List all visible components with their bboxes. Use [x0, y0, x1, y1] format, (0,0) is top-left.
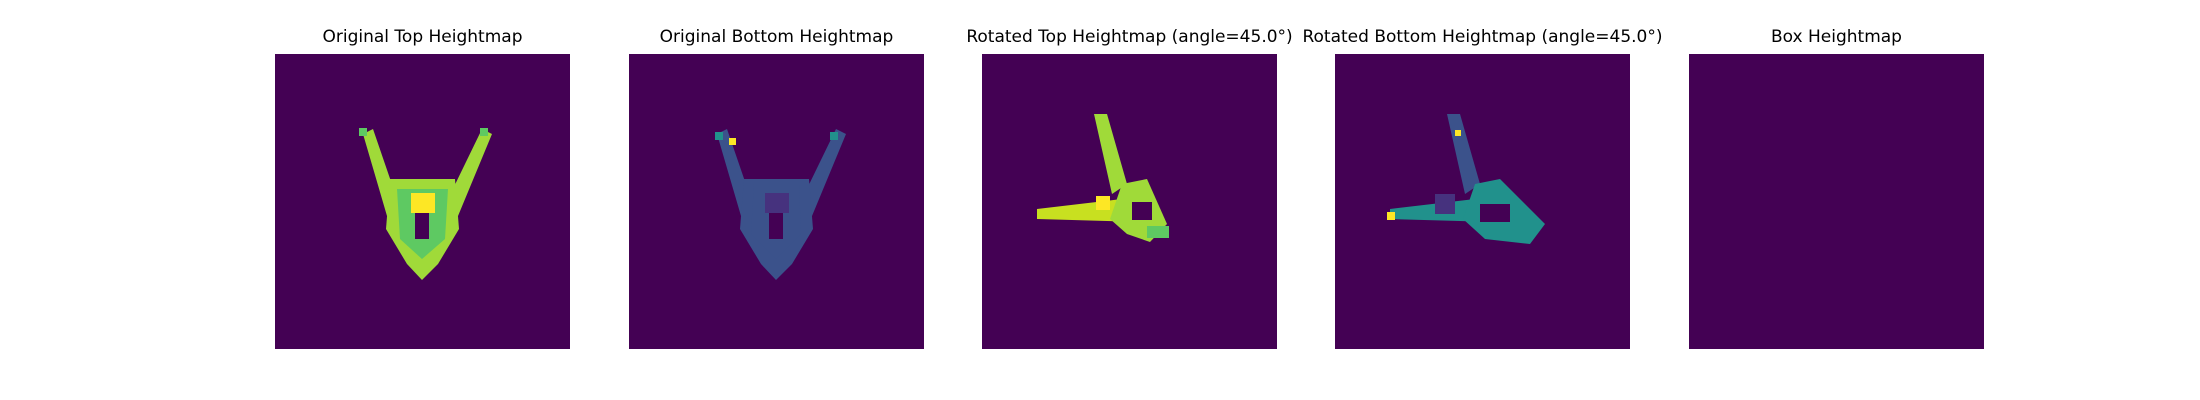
heatmap-region	[425, 129, 492, 216]
heatmap-original-top	[275, 54, 570, 349]
heatmap-region	[363, 129, 420, 216]
panel-title: Rotated Top Heightmap (angle=45.0°)	[966, 27, 1293, 47]
heatmap-original-bottom	[629, 54, 924, 349]
heatmap-region	[359, 128, 367, 136]
heatmap-region	[480, 128, 488, 136]
heatmap-region	[729, 138, 736, 145]
heatmap-rotated-top	[982, 54, 1277, 349]
heatmap-region	[1455, 130, 1461, 136]
heatmap-panel-3: Rotated Top Heightmap (angle=45.0°)	[966, 27, 1293, 349]
heatmap-panel-1: Original Top Heightmap	[275, 27, 570, 349]
panel-title: Rotated Bottom Heightmap (angle=45.0°)	[1302, 27, 1663, 47]
panel-title: Original Bottom Heightmap	[659, 27, 894, 47]
panel-title: Original Top Heightmap	[322, 27, 523, 47]
heatmap-region	[411, 193, 435, 213]
heatmap-panel-4: Rotated Bottom Heightmap (angle=45.0°)	[1302, 27, 1663, 349]
heatmap-region	[1094, 114, 1127, 194]
panel-title: Box Heightmap	[1771, 27, 1902, 47]
heatmap-region	[1132, 202, 1152, 220]
heatmap-rotated-bottom	[1335, 54, 1630, 349]
heatmap-panel-5: Box Heightmap	[1689, 27, 1984, 349]
heatmap-region	[415, 213, 429, 239]
heatmap-region	[1435, 194, 1455, 214]
heatmap-background	[1689, 54, 1984, 349]
heatmap-region	[1096, 196, 1110, 210]
heatmap-region	[830, 132, 838, 140]
heatmap-region	[717, 129, 774, 216]
heatmap-box	[1689, 54, 1984, 349]
heatmap-region	[769, 213, 783, 239]
heatmap-panel-2: Original Bottom Heightmap	[629, 27, 924, 349]
heatmap-region	[765, 193, 789, 213]
heatmap-region	[1480, 204, 1510, 222]
heatmap-region	[1147, 226, 1169, 238]
heatmap-region	[715, 132, 723, 140]
heatmap-region	[1387, 212, 1395, 220]
heatmap-region	[779, 129, 846, 216]
